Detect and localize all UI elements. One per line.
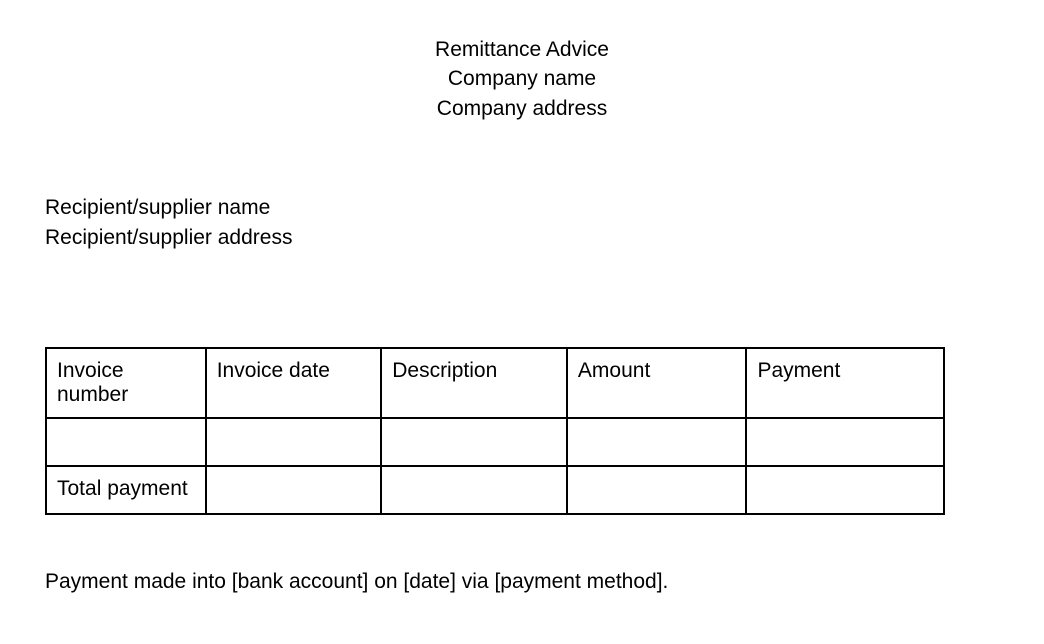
table-total-row: Total payment xyxy=(46,466,944,514)
cell-total-3 xyxy=(567,466,747,514)
cell-total-1 xyxy=(206,466,382,514)
cell-description xyxy=(381,418,567,466)
col-header-description: Description xyxy=(381,348,567,418)
recipient-block: Recipient/supplier name Recipient/suppli… xyxy=(45,193,999,252)
cell-invoice-date xyxy=(206,418,382,466)
company-address: Company address xyxy=(45,94,999,123)
payment-footer: Payment made into [bank account] on [dat… xyxy=(45,570,999,594)
cell-total-4 xyxy=(746,466,944,514)
cell-total-label: Total payment xyxy=(46,466,206,514)
table-header-row: Invoice number Invoice date Description … xyxy=(46,348,944,418)
col-header-invoice-number: Invoice number xyxy=(46,348,206,418)
col-header-payment: Payment xyxy=(746,348,944,418)
table-data-row xyxy=(46,418,944,466)
cell-invoice-number xyxy=(46,418,206,466)
col-header-invoice-date: Invoice date xyxy=(206,348,382,418)
cell-amount xyxy=(567,418,747,466)
cell-total-2 xyxy=(381,466,567,514)
cell-payment xyxy=(746,418,944,466)
recipient-address: Recipient/supplier address xyxy=(45,223,999,252)
document-header: Remittance Advice Company name Company a… xyxy=(45,35,999,123)
col-header-amount: Amount xyxy=(567,348,747,418)
company-name: Company name xyxy=(45,64,999,93)
remittance-table: Invoice number Invoice date Description … xyxy=(45,347,945,515)
recipient-name: Recipient/supplier name xyxy=(45,193,999,222)
document-title: Remittance Advice xyxy=(45,35,999,64)
